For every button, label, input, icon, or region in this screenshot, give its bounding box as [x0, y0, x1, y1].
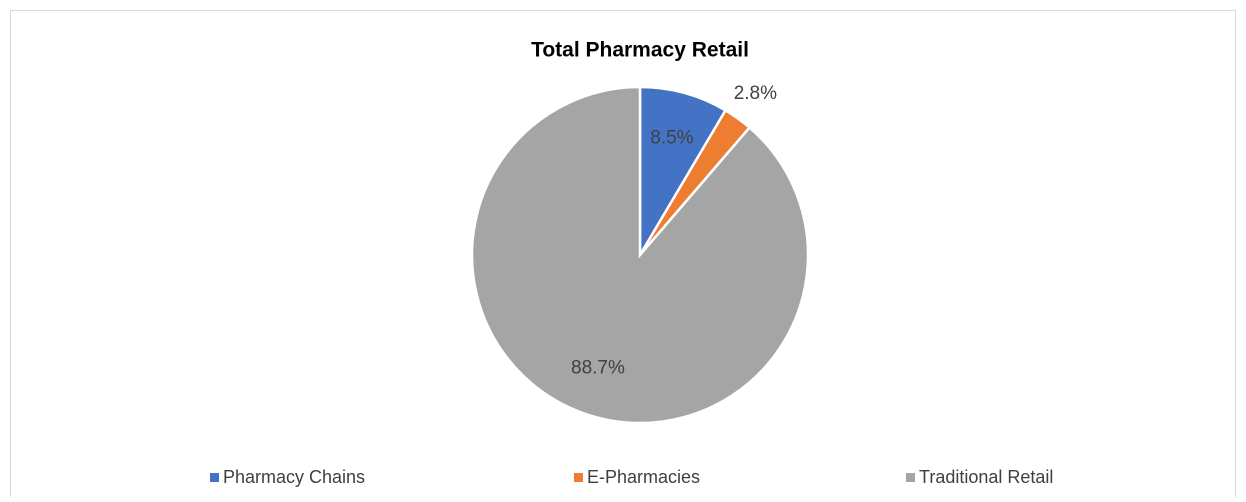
legend-swatch	[574, 473, 583, 482]
pie-slice	[470, 85, 810, 425]
pie-slice	[638, 85, 728, 260]
data-label: 2.8%	[734, 83, 777, 104]
chart-title: Total Pharmacy Retail	[531, 39, 749, 62]
legend-label: Traditional Retail	[919, 467, 1053, 487]
legend-label: E-Pharmacies	[587, 467, 700, 487]
data-label: 88.7%	[571, 357, 625, 378]
legend-label: Pharmacy Chains	[223, 467, 365, 487]
legend-swatch	[210, 473, 219, 482]
legend-swatch	[906, 473, 915, 482]
data-label: 8.5%	[650, 127, 693, 148]
